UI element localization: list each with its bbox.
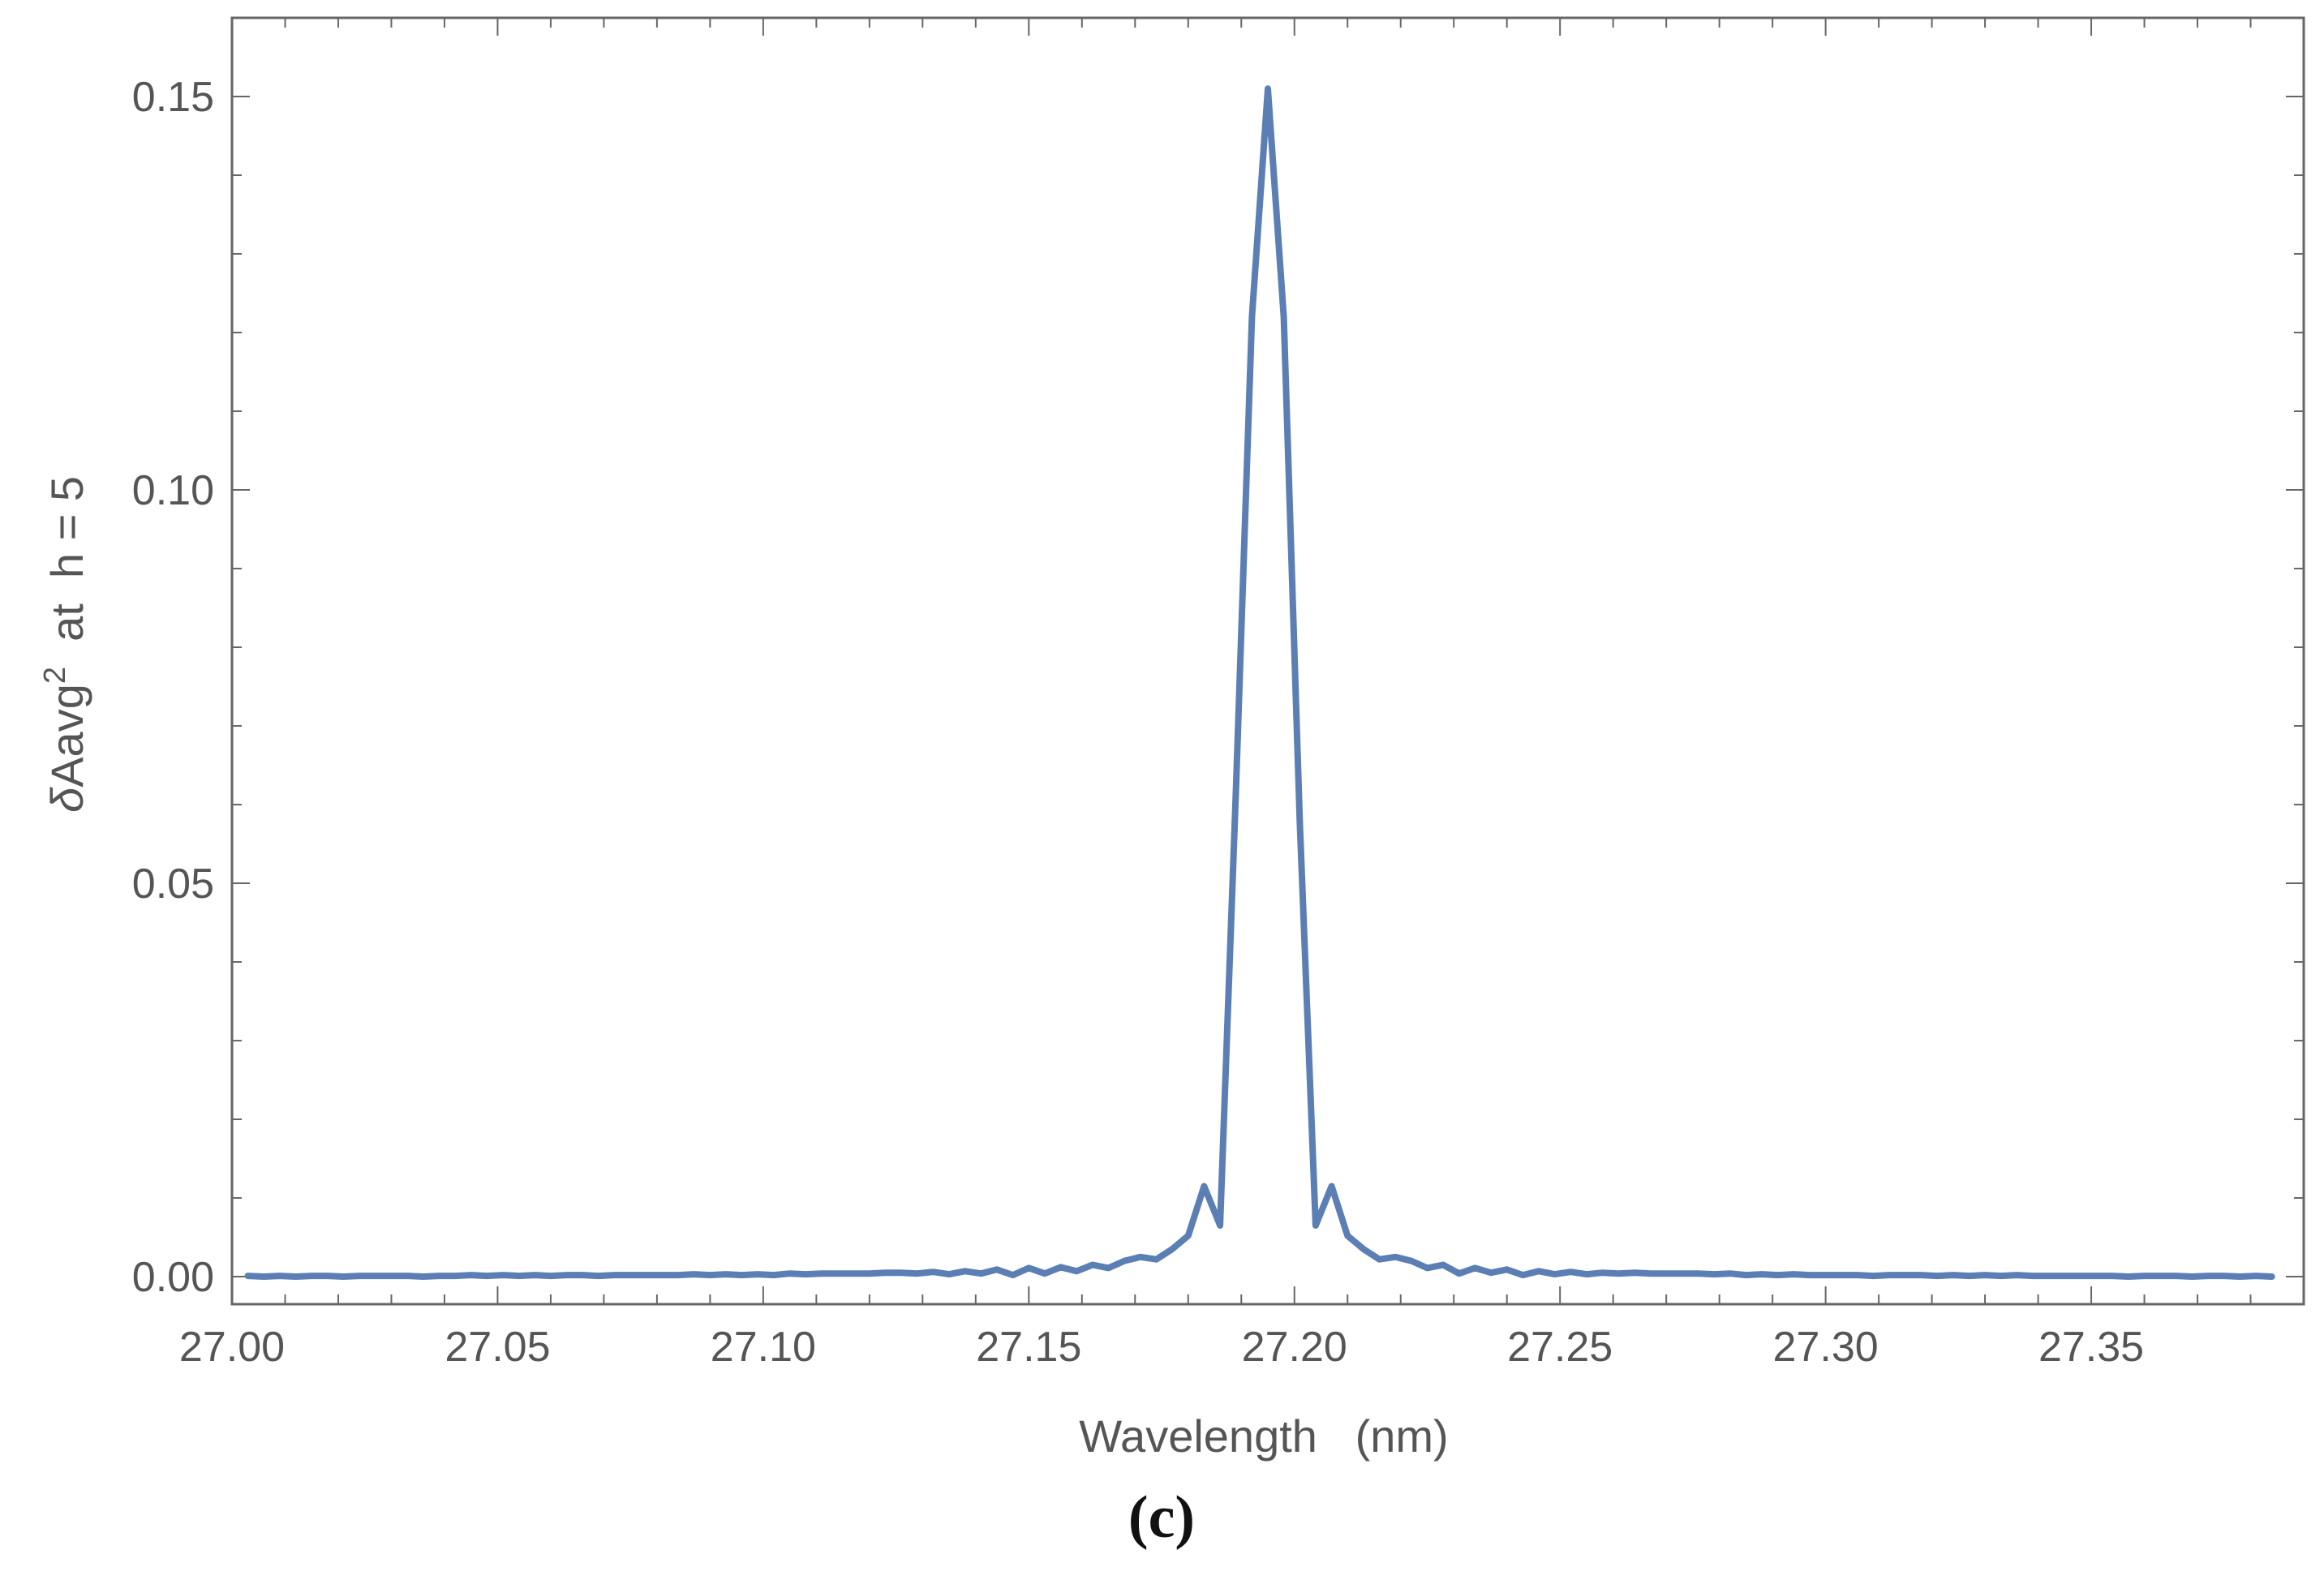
x-axis-ticks xyxy=(231,18,2305,1304)
x-tick-label: 27.00 xyxy=(179,1324,285,1371)
y-axis-title: δAavg2 at h = 5 xyxy=(38,438,92,875)
x-tick-label: 27.30 xyxy=(1773,1324,1879,1371)
y-tick-label: 0.10 xyxy=(132,467,214,514)
panel-label: (c) xyxy=(1128,1484,1195,1551)
x-tick-label: 27.15 xyxy=(976,1324,1081,1371)
y-axis-title-superscript: 2 xyxy=(38,667,72,684)
x-tick-label: 27.10 xyxy=(711,1324,816,1371)
x-tick-label: 27.35 xyxy=(2038,1324,2144,1371)
x-tick-labels: 27.00 27.05 27.10 27.15 27.20 27.25 27.30 27.35 xyxy=(179,1324,2144,1371)
y-tick-label: 0.00 xyxy=(132,1254,214,1301)
y-tick-label: 0.05 xyxy=(132,861,214,908)
y-axis-ticks xyxy=(232,17,2304,1278)
y-tick-label: 0.15 xyxy=(132,74,214,121)
y-axis-title-prefix: δ xyxy=(41,787,92,813)
x-tick-label: 27.20 xyxy=(1242,1324,1347,1371)
x-tick-label: 27.05 xyxy=(445,1324,550,1371)
series-layer xyxy=(244,85,2275,1280)
y-tick-labels: 0.00 0.05 0.10 0.15 xyxy=(132,74,214,1301)
x-tick-label: 27.25 xyxy=(1507,1324,1613,1371)
y-axis-title-suffix: at h = 5 xyxy=(41,476,92,667)
series-line xyxy=(244,85,2275,1280)
x-axis-title: Wavelength (nm) xyxy=(1079,1410,1448,1462)
plot-frame xyxy=(230,16,2305,1306)
y-axis-title-main: Aavg xyxy=(41,684,92,788)
